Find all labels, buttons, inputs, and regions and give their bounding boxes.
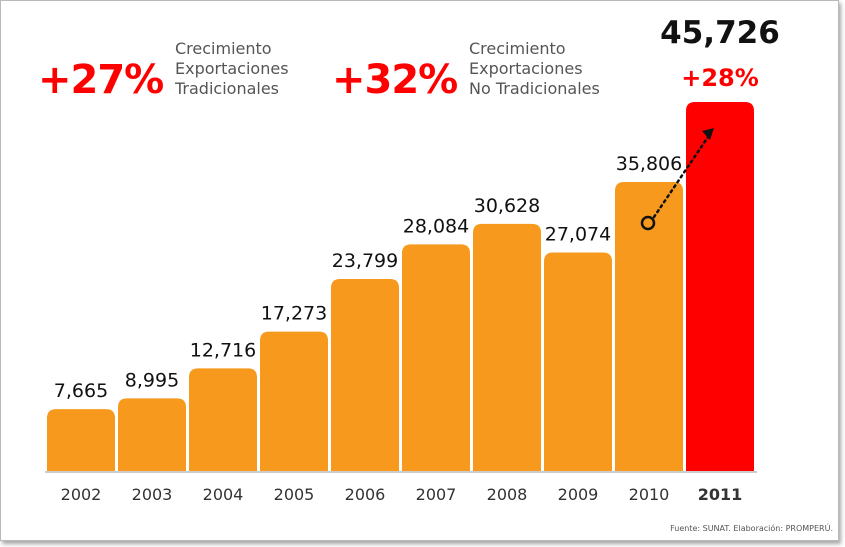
x-tick-2005: 2005 bbox=[274, 485, 315, 504]
value-label-2004: 12,716 bbox=[190, 339, 256, 361]
x-tick-2007: 2007 bbox=[416, 485, 457, 504]
value-label-2002: 7,665 bbox=[54, 380, 108, 402]
value-label-2011: 45,726 bbox=[660, 15, 780, 51]
bar-2009 bbox=[544, 252, 612, 471]
traditional-growth-value: +27% bbox=[38, 57, 164, 103]
growth-arrow-start bbox=[640, 215, 656, 231]
bar-2008 bbox=[473, 223, 541, 471]
bar-2006 bbox=[331, 278, 399, 471]
growth-arrow-line bbox=[652, 132, 712, 219]
x-tick-2006: 2006 bbox=[345, 485, 386, 504]
bar-2011 bbox=[686, 102, 754, 471]
non-traditional-growth-value: +32% bbox=[332, 57, 458, 103]
bar-2005 bbox=[260, 331, 328, 471]
x-tick-2011: 2011 bbox=[698, 485, 743, 504]
value-label-2008: 30,628 bbox=[474, 195, 540, 217]
bar-2010 bbox=[615, 182, 683, 471]
bar-2003 bbox=[118, 398, 186, 471]
growth-label-2011: +28% bbox=[681, 64, 759, 92]
traditional-growth-label: Crecimiento Exportaciones Tradicionales bbox=[175, 39, 289, 98]
value-label-2006: 23,799 bbox=[332, 250, 398, 272]
x-tick-2003: 2003 bbox=[132, 485, 173, 504]
x-tick-2008: 2008 bbox=[487, 485, 528, 504]
source-note: Fuente: SUNAT. Elaboración: PROMPERÚ. bbox=[670, 524, 833, 533]
value-label-2003: 8,995 bbox=[125, 369, 179, 391]
x-tick-2010: 2010 bbox=[629, 485, 670, 504]
bar-2004 bbox=[189, 368, 257, 471]
value-label-2009: 27,074 bbox=[545, 224, 611, 246]
x-tick-2002: 2002 bbox=[61, 485, 102, 504]
x-tick-2009: 2009 bbox=[558, 485, 599, 504]
value-label-2010: 35,806 bbox=[616, 153, 682, 175]
value-label-2007: 28,084 bbox=[403, 215, 469, 237]
non-traditional-growth-label: Crecimiento Exportaciones No Tradicional… bbox=[469, 39, 600, 98]
value-label-2005: 17,273 bbox=[261, 303, 327, 325]
bar-2007 bbox=[402, 244, 470, 471]
growth-arrow-head bbox=[702, 128, 714, 140]
bar-2002 bbox=[47, 409, 115, 471]
x-tick-2004: 2004 bbox=[203, 485, 244, 504]
